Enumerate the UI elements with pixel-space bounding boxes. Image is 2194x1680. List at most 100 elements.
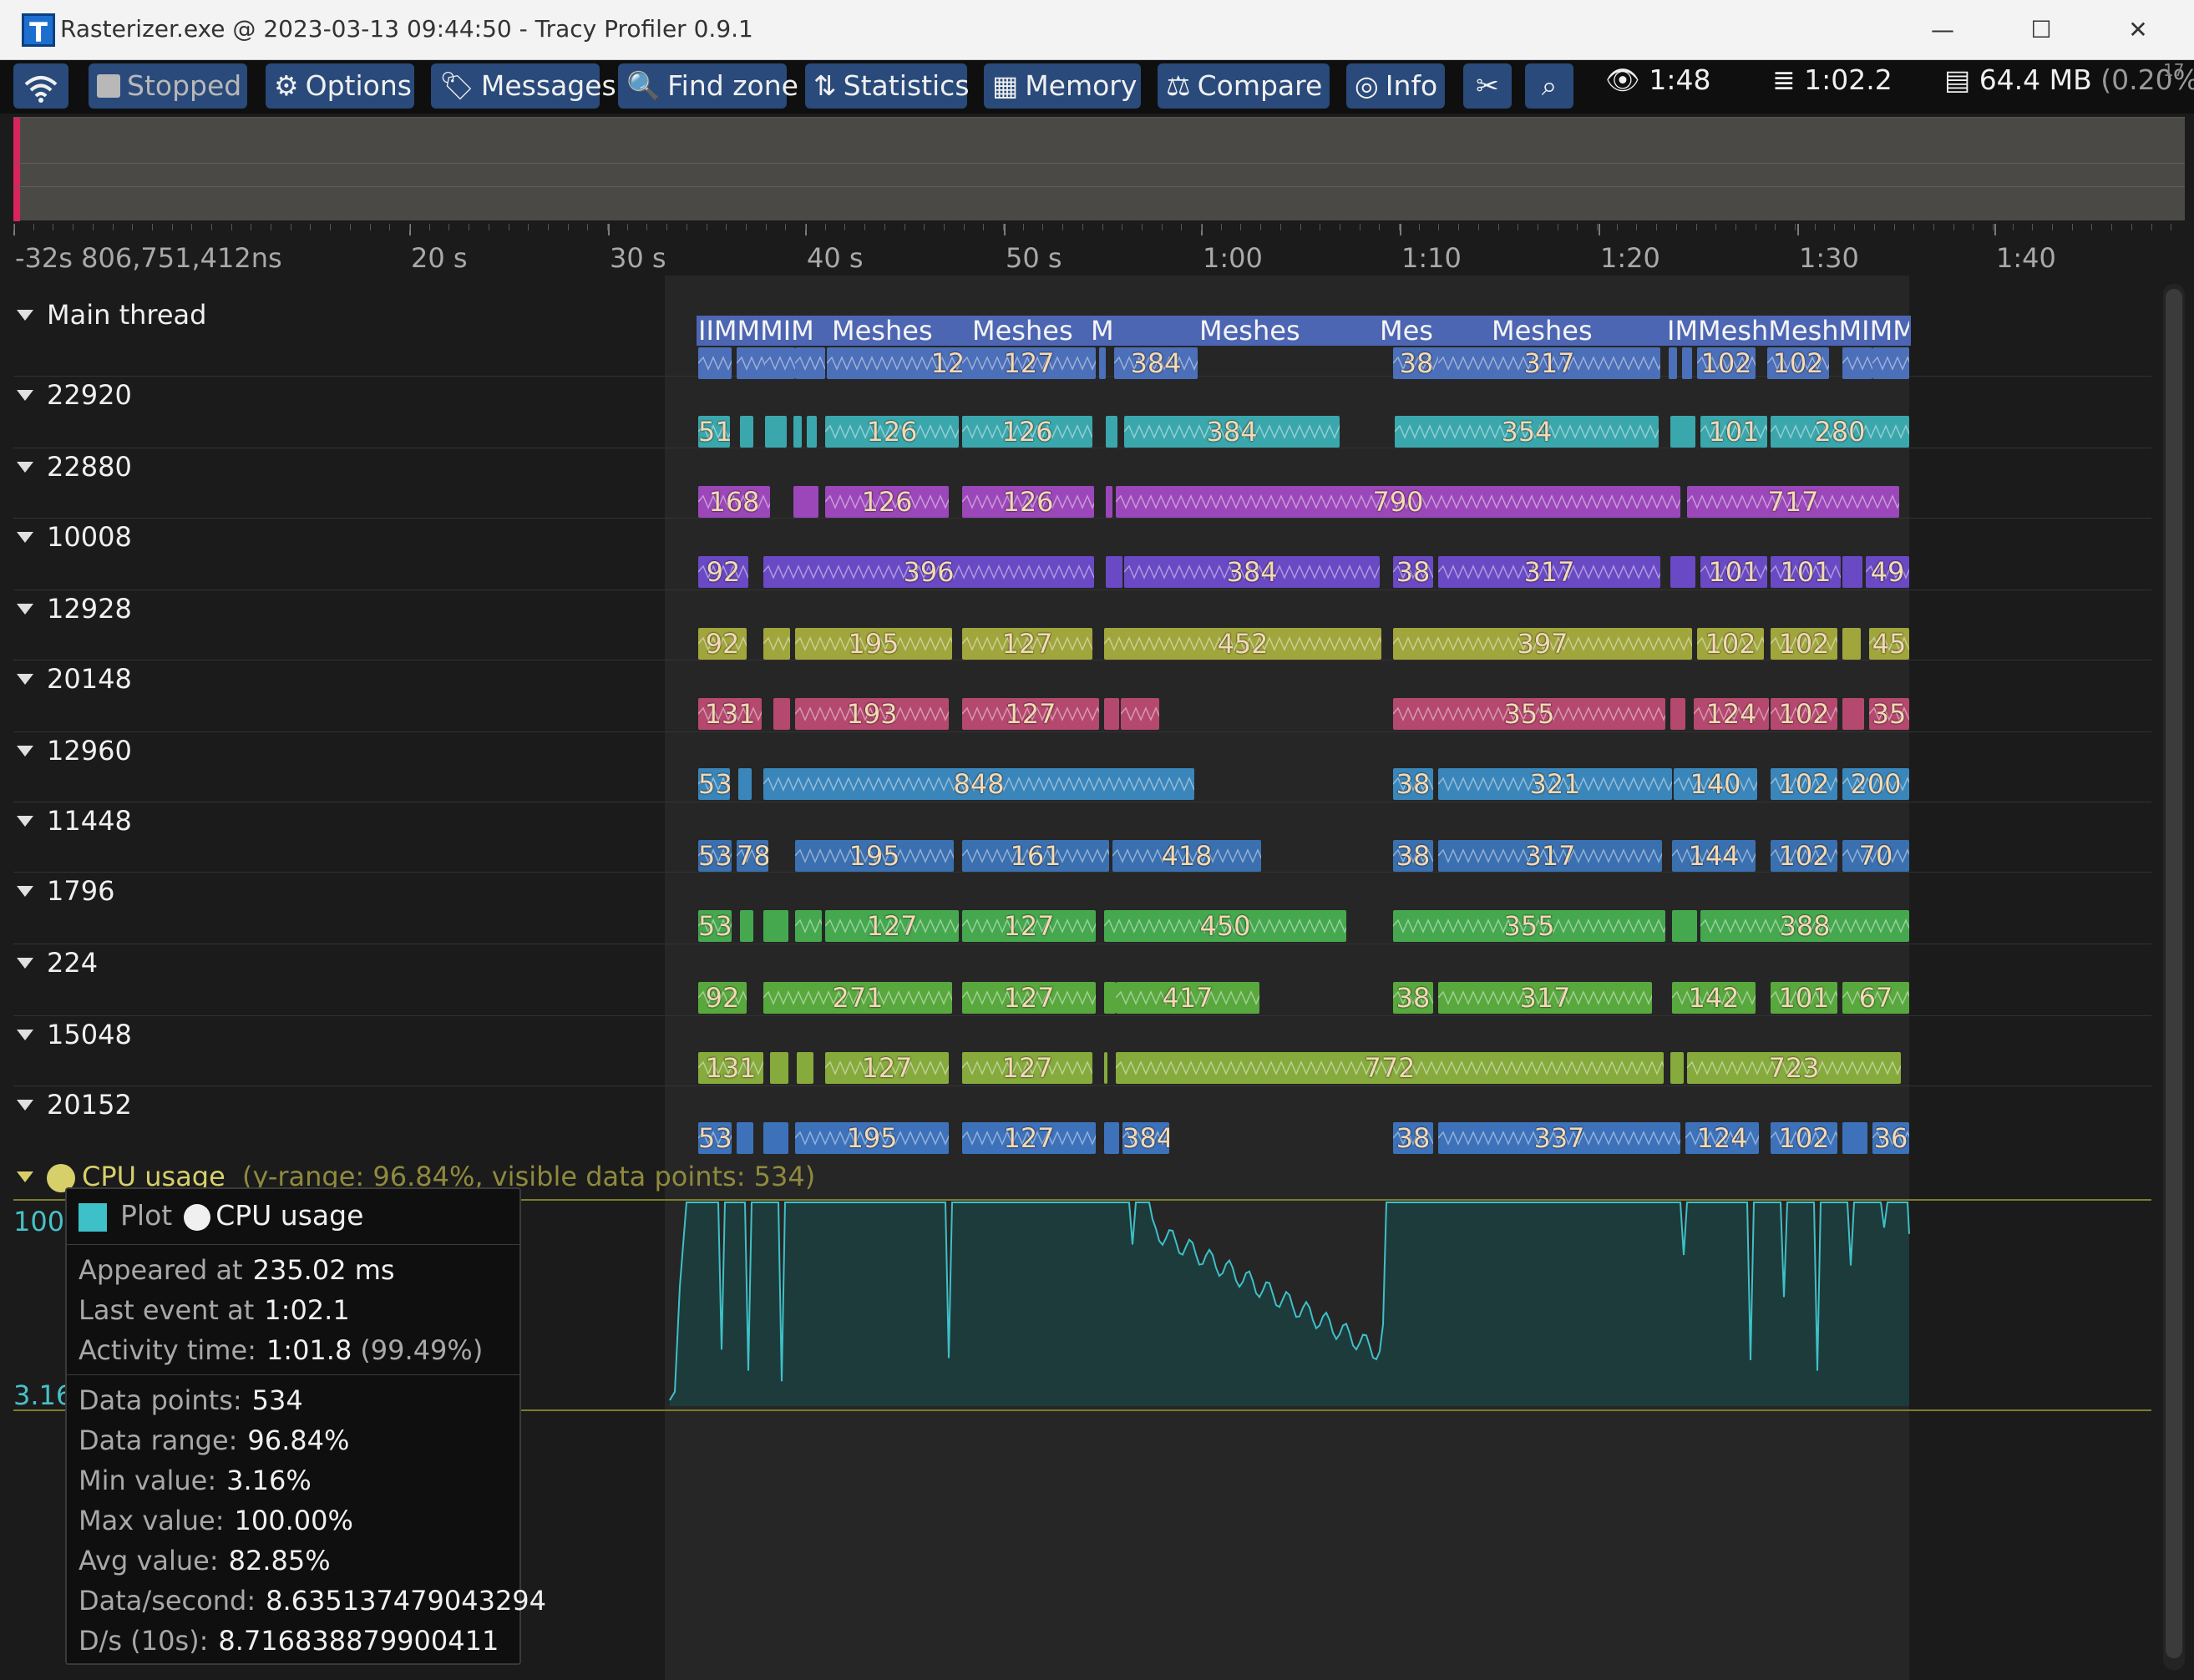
zone-block[interactable]: 355 — [1393, 910, 1665, 942]
zone-block[interactable]: 126 — [962, 486, 1094, 518]
zone-block[interactable]: 101 — [1771, 982, 1837, 1014]
zone-block[interactable]: 127 — [962, 1052, 1092, 1084]
zone-name[interactable]: M — [1091, 316, 1114, 346]
zone-block[interactable] — [763, 910, 788, 942]
zone-block[interactable]: 127 — [962, 347, 1096, 379]
zone-block[interactable]: 140 — [1674, 768, 1757, 800]
statistics-button[interactable]: ⇅ Statistics — [805, 63, 970, 109]
zone-block[interactable]: 38 — [1393, 347, 1440, 379]
zone-block[interactable]: 131 — [698, 1052, 763, 1084]
thread-label[interactable]: 11448 — [13, 805, 132, 838]
zone-block[interactable] — [740, 910, 753, 942]
zone-block[interactable] — [795, 347, 825, 379]
zone-block[interactable] — [1106, 486, 1112, 518]
zone-block[interactable]: 78 — [737, 840, 768, 872]
zone-block[interactable]: 384 — [1122, 1122, 1169, 1154]
zone-block[interactable]: 124 — [1685, 1122, 1759, 1154]
zone-block[interactable]: 317 — [1438, 982, 1652, 1014]
zone-block[interactable]: 38 — [1393, 1122, 1433, 1154]
zone-block[interactable] — [698, 347, 732, 379]
zone-block[interactable]: 102 — [1697, 347, 1756, 379]
zone-block[interactable] — [1670, 698, 1685, 730]
zone-block[interactable]: 101 — [1700, 416, 1767, 448]
info-button[interactable]: ◎ Info — [1346, 63, 1445, 109]
connection-button[interactable] — [13, 63, 68, 109]
zone-name[interactable]: IMMeshMeshMIMMe — [1667, 316, 1909, 346]
tools-button[interactable]: ✂ — [1463, 63, 1512, 109]
zone-block[interactable]: 36 — [1872, 1122, 1909, 1154]
zone-block[interactable]: 200 — [1842, 768, 1909, 800]
zone-block[interactable] — [1842, 1122, 1867, 1154]
zone-block[interactable] — [737, 347, 767, 379]
zone-block[interactable]: 388 — [1700, 910, 1909, 942]
zone-block[interactable]: 195 — [795, 840, 954, 872]
thread-label[interactable]: 20152 — [13, 1089, 132, 1122]
zone-block[interactable]: 38 — [1393, 840, 1433, 872]
zone-block[interactable]: 280 — [1771, 416, 1909, 448]
zone-block[interactable]: 67 — [1842, 982, 1909, 1014]
zone-block[interactable] — [807, 416, 817, 448]
zone-block[interactable]: 126 — [825, 486, 949, 518]
stopped-button[interactable]: Stopped — [89, 63, 247, 109]
zone-block[interactable]: 53 — [698, 840, 732, 872]
zone-block[interactable]: 418 — [1112, 840, 1261, 872]
zone-block[interactable] — [765, 416, 787, 448]
timeline-ruler[interactable]: -32s 806,751,412ns 20 s 30 s 40 s 50 s 1:00 1:… — [13, 224, 2185, 274]
zone-block[interactable] — [773, 698, 790, 730]
zone-block[interactable]: 452 — [1104, 628, 1381, 660]
zone-name[interactable]: Meshes — [1199, 316, 1300, 346]
zone-block[interactable] — [1682, 347, 1692, 379]
vertical-scrollbar[interactable] — [2163, 284, 2185, 1670]
thread-label[interactable]: 1796 — [13, 875, 114, 908]
zone-block[interactable]: 101 — [1771, 556, 1841, 588]
cpu-usage-header[interactable]: CPU usage (y-range: 96.84%, visible data… — [13, 1161, 815, 1194]
zone-block[interactable]: 102 — [1771, 628, 1837, 660]
thread-label[interactable]: 15048 — [13, 1019, 132, 1052]
thread-label[interactable]: 22880 — [13, 451, 132, 484]
zone-block[interactable] — [1672, 910, 1697, 942]
zone-block[interactable]: 717 — [1687, 486, 1899, 518]
zone-block[interactable] — [1872, 347, 1909, 379]
zone-block[interactable]: 723 — [1687, 1052, 1901, 1084]
frames-overview[interactable] — [13, 117, 2185, 221]
zone-block[interactable]: 355 — [1393, 698, 1665, 730]
zone-block[interactable] — [1842, 556, 1862, 588]
zone-block[interactable] — [1670, 416, 1695, 448]
zone-block[interactable]: 51 — [698, 416, 730, 448]
thread-label[interactable]: 224 — [13, 947, 98, 980]
zone-block[interactable] — [765, 347, 795, 379]
zone-block[interactable]: 161 — [962, 840, 1109, 872]
zone-name[interactable]: Mes — [1380, 316, 1433, 346]
zone-block[interactable]: 38 — [1393, 556, 1433, 588]
zone-block[interactable] — [763, 1122, 788, 1154]
zone-block[interactable]: 127 — [962, 628, 1092, 660]
options-button[interactable]: ⚙ Options — [266, 63, 414, 109]
zone-block[interactable]: 49 — [1866, 556, 1909, 588]
zone-block[interactable] — [1106, 556, 1122, 588]
zone-block[interactable]: 317 — [1438, 840, 1662, 872]
zone-block[interactable]: 337 — [1438, 1122, 1680, 1154]
zone-name[interactable]: Meshes — [972, 316, 1073, 346]
zone-block[interactable]: 790 — [1116, 486, 1680, 518]
cpu-usage-plot[interactable] — [13, 1199, 2151, 1411]
scrollbar-thumb[interactable] — [2166, 289, 2182, 1658]
zone-block[interactable]: 772 — [1116, 1052, 1664, 1084]
zone-block[interactable]: 126 — [962, 416, 1092, 448]
thread-label[interactable]: 20148 — [13, 663, 132, 696]
zone-block[interactable]: 127 — [962, 910, 1096, 942]
zone-block[interactable]: 102 — [1771, 1122, 1837, 1154]
zone-block[interactable]: 848 — [763, 768, 1194, 800]
zone-block[interactable]: 317 — [1438, 347, 1660, 379]
zone-block[interactable]: 124 — [1694, 698, 1769, 730]
main-zone-strip[interactable] — [697, 316, 1911, 346]
zone-block[interactable]: 127 — [825, 910, 959, 942]
timeline-panel[interactable]: Main thread 22920 22880 10008 12928 20148 1296… — [13, 276, 2151, 1680]
zone-block[interactable]: 193 — [795, 698, 949, 730]
zone-block[interactable]: 384 — [1114, 347, 1198, 379]
zone-block[interactable] — [1104, 1122, 1119, 1154]
zone-block[interactable] — [1106, 416, 1117, 448]
zone-block[interactable]: 92 — [698, 556, 748, 588]
zone-name[interactable]: Meshes — [1492, 316, 1593, 346]
zone-block[interactable]: 397 — [1393, 628, 1692, 660]
zone-block[interactable]: 53 — [698, 768, 730, 800]
